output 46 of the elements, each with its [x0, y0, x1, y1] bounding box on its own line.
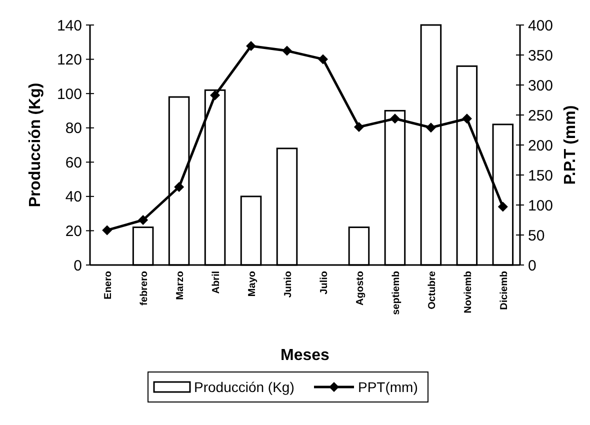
x-tick-label: Diciemb	[498, 271, 510, 310]
y2-tick-label: 50	[528, 227, 545, 244]
x-tick-label: Enero	[103, 271, 114, 300]
point	[354, 122, 364, 132]
x-tick-label: Noviemb	[462, 271, 474, 314]
point	[318, 54, 328, 64]
point	[174, 182, 184, 192]
y2-tick-label: 250	[528, 107, 554, 124]
point	[282, 46, 292, 56]
point	[426, 122, 436, 133]
point	[462, 114, 472, 124]
y-tick-label: 80	[65, 120, 82, 138]
y2-tick-label: 400	[528, 17, 554, 34]
y-tick-label: 140	[56, 17, 82, 34]
point	[246, 41, 256, 51]
x-tick-label: febrero	[139, 271, 150, 306]
x-tick-label: Marzo	[175, 271, 186, 300]
x-axis-title: Meses	[280, 347, 330, 364]
y-tick-label: 100	[56, 86, 82, 103]
x-tick-label: Abril	[211, 270, 222, 294]
x-tick-label: Julio	[318, 271, 330, 294]
x-tick-label: septiemb	[390, 271, 402, 315]
point	[138, 215, 148, 225]
point	[498, 202, 508, 212]
y-tick-label: 40	[65, 188, 82, 206]
y2-tick-label: 100	[528, 197, 554, 214]
legend-label: Producción (Kg)	[194, 378, 294, 395]
y2-tick-label: 0	[528, 257, 536, 274]
x-tick-label: Agosto	[354, 271, 366, 306]
y2-tick-label: 150	[528, 167, 554, 184]
y-tick-label: 60	[65, 154, 82, 172]
y2-axis-title: P.P.T (mm)	[562, 105, 579, 185]
legend-label: PPT(mm)	[358, 378, 418, 395]
y2-tick-label: 200	[528, 137, 554, 154]
y-tick-label: 20	[65, 222, 82, 240]
x-tick-label: Octubre	[426, 270, 438, 310]
y-axis-title: Producción (Kg)	[27, 82, 44, 208]
x-tick-label: Mayo	[247, 271, 258, 297]
x-tick-label: Junio	[283, 271, 294, 298]
y2-tick-label: 350	[528, 47, 554, 64]
y-tick-label: 0	[74, 257, 82, 274]
y-tick-label: 120	[56, 52, 82, 69]
point	[390, 114, 400, 124]
point	[210, 90, 220, 100]
point	[102, 225, 112, 236]
y2-tick-label: 300	[528, 77, 554, 94]
